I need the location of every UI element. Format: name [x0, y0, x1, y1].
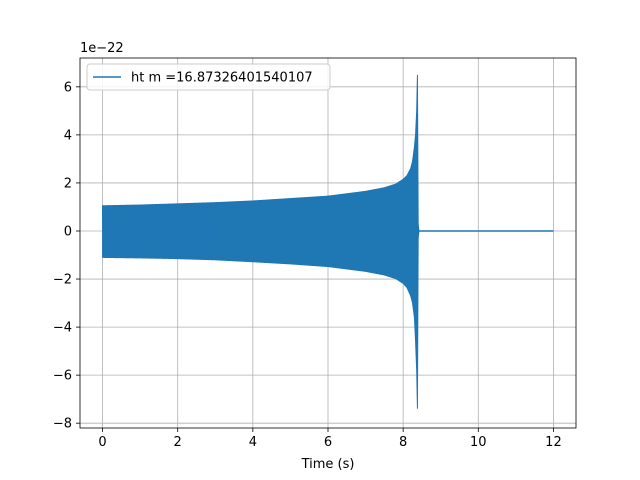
- y-tick-label: −8: [53, 417, 72, 432]
- y-tick-label: 6: [64, 80, 72, 95]
- x-tick-label: 0: [98, 435, 106, 450]
- x-tick-label: 4: [249, 435, 257, 450]
- x-tick-label: 6: [324, 435, 332, 450]
- series-waveform-cycles: [101, 202, 217, 260]
- legend-label: ht m =16.87326401540107: [131, 71, 313, 86]
- plot-area: [101, 74, 554, 409]
- y-tick-label: −4: [53, 321, 72, 336]
- legend-box: [86, 63, 331, 91]
- axis-ticks: 0 2 4 6 8 10 12 −8 −6 −4 −2 0 2 4 6: [53, 80, 562, 450]
- y-tick-label: −2: [53, 273, 72, 288]
- legend: ht m =16.87326401540107: [86, 63, 331, 91]
- y-tick-label: 0: [64, 224, 72, 239]
- y-tick-label: 4: [64, 128, 72, 143]
- y-offset-label: 1e−22: [80, 41, 124, 56]
- x-tick-label: 2: [174, 435, 182, 450]
- series-waveform-envelope: [102, 74, 420, 409]
- x-tick-label: 8: [399, 435, 407, 450]
- y-tick-label: −6: [53, 369, 72, 384]
- y-tick-label: 2: [64, 176, 72, 191]
- x-tick-label: 12: [545, 435, 562, 450]
- x-tick-label: 10: [470, 435, 487, 450]
- x-axis-label: Time (s): [301, 457, 355, 472]
